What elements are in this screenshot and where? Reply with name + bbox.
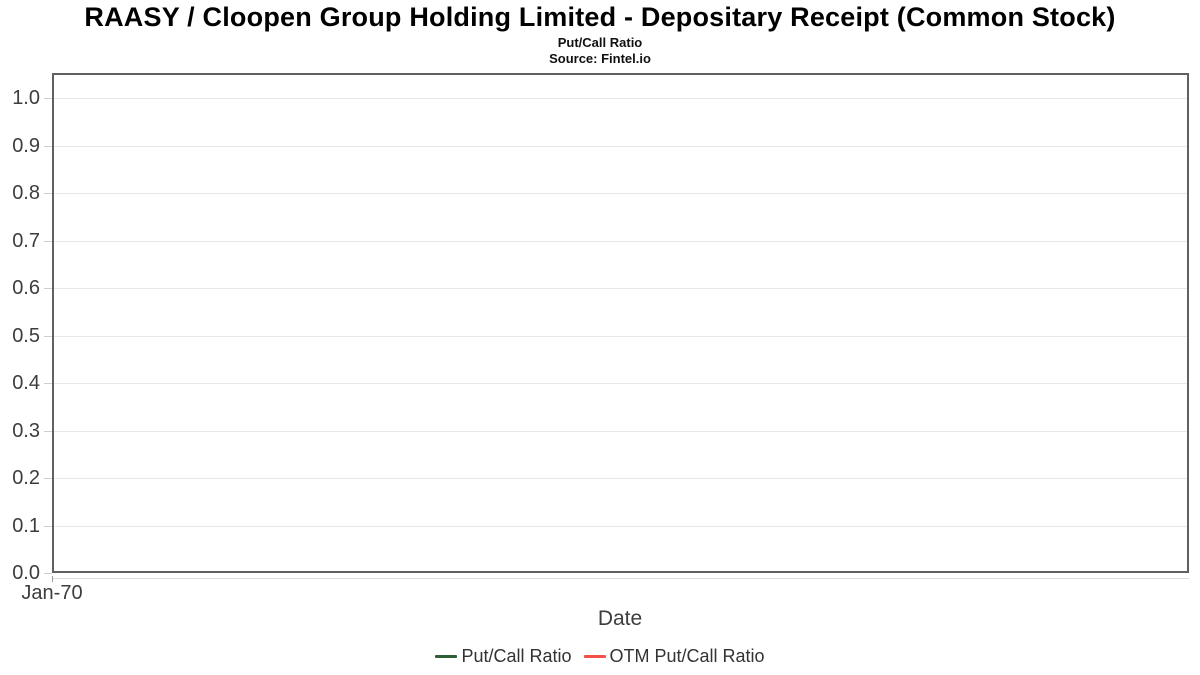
chart-title: RAASY / Cloopen Group Holding Limited - … (84, 2, 1116, 32)
y-gridline (54, 336, 1187, 337)
y-tick (44, 193, 52, 194)
y-tick-label: 0.4 (12, 372, 40, 394)
x-tick (52, 576, 53, 582)
y-tick-label: 0.3 (12, 420, 40, 442)
y-tick (44, 241, 52, 242)
y-gridline (54, 98, 1187, 99)
y-tick (44, 383, 52, 384)
x-tick-label: Jan-70 (21, 582, 83, 604)
y-tick-label: 1.0 (12, 87, 40, 109)
y-tick (44, 526, 52, 527)
plot-area (52, 73, 1189, 573)
y-tick (44, 431, 52, 432)
y-tick (44, 573, 52, 574)
y-tick (44, 478, 52, 479)
y-gridline (54, 146, 1187, 147)
y-tick (44, 288, 52, 289)
y-tick-label: 0.8 (12, 182, 40, 204)
legend-item-otm-put-call-ratio[interactable]: OTM Put/Call Ratio (583, 646, 765, 667)
y-gridline (54, 383, 1187, 384)
y-tick-label: 0.6 (12, 277, 40, 299)
y-tick-label: 0.9 (12, 135, 40, 157)
x-axis-line (52, 578, 1189, 579)
y-gridline (54, 288, 1187, 289)
y-gridline (54, 431, 1187, 432)
chart-legend: Put/Call Ratio OTM Put/Call Ratio (0, 646, 1200, 667)
y-tick-label: 0.7 (12, 230, 40, 252)
chart-source: Source: Fintel.io (549, 51, 651, 66)
legend-label-put-call-ratio: Put/Call Ratio (461, 646, 572, 666)
y-tick-label: 0.1 (12, 515, 40, 537)
y-tick (44, 146, 52, 147)
legend-label-otm-put-call-ratio: OTM Put/Call Ratio (609, 646, 765, 666)
y-gridline (54, 478, 1187, 479)
y-gridline (54, 193, 1187, 194)
otm-put-call-ratio-line-swatch (583, 655, 606, 658)
y-gridline (54, 241, 1187, 242)
y-tick-label: 0.0 (12, 562, 40, 584)
y-tick-label: 0.5 (12, 325, 40, 347)
put-call-ratio-line-swatch (435, 655, 458, 658)
chart-subtitle: Put/Call Ratio (557, 35, 643, 50)
x-axis-title: Date (597, 607, 643, 630)
y-gridline (54, 526, 1187, 527)
y-tick (44, 336, 52, 337)
y-tick (44, 98, 52, 99)
y-tick-label: 0.2 (12, 467, 40, 489)
legend-item-put-call-ratio[interactable]: Put/Call Ratio (435, 646, 572, 667)
